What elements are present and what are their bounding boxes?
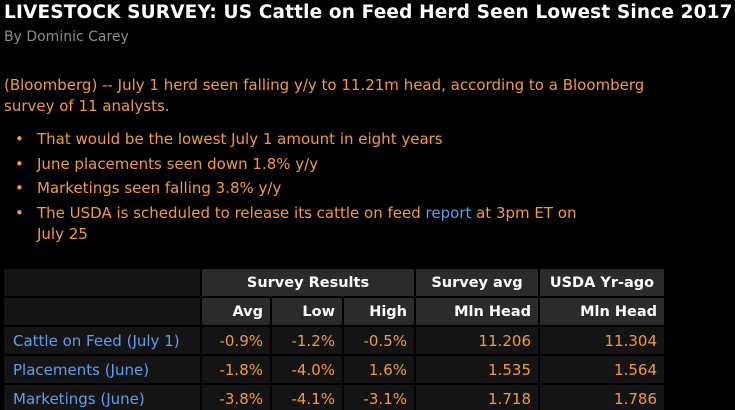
avg-column-header: Avg <box>200 296 272 327</box>
article-byline: By Dominic Carey <box>4 29 129 45</box>
survey-avg-header: Survey avg <box>414 267 540 298</box>
low-cell: -4.0% <box>270 354 344 385</box>
survey-avg-cell: 1.718 <box>414 383 540 410</box>
low-cell: -1.2% <box>270 325 344 356</box>
usda-unit-header: Mln Head <box>538 296 666 327</box>
high-column-header: High <box>342 296 416 327</box>
survey-avg-cell: 1.535 <box>414 354 540 385</box>
article-headline: LIVESTOCK SURVEY: US Cattle on Feed Herd… <box>4 2 733 23</box>
avg-cell: -0.9% <box>200 325 272 356</box>
usda-yr-ago-cell: 1.564 <box>538 354 666 385</box>
row-label-link[interactable]: Marketings (June) <box>2 383 202 410</box>
survey-results-header: Survey Results <box>200 267 416 298</box>
table-row: Cattle on Feed (July 1) -0.9% -1.2% -0.5… <box>2 325 666 356</box>
survey-avg-cell: 11.206 <box>414 325 540 356</box>
bullet-text: June placements seen down 1.8% y/y <box>37 154 319 173</box>
usda-yr-ago-header: USDA Yr-ago <box>538 267 666 298</box>
bullet-text-after-link: at 3pm ET on July 25 <box>37 203 577 243</box>
bullet-text-before-link: The USDA is scheduled to release its cat… <box>37 203 426 222</box>
table-corner-cell <box>2 296 202 327</box>
avg-cell: -1.8% <box>200 354 272 385</box>
bullet-dot-icon: • <box>15 203 24 222</box>
table-row: Placements (June) -1.8% -4.0% 1.6% 1.535… <box>2 354 666 385</box>
bullet-list: • That would be the lowest July 1 amount… <box>0 129 597 248</box>
low-cell: -4.1% <box>270 383 344 410</box>
table-sub-header-row: Avg Low High Mln Head Mln Head <box>2 296 666 327</box>
table-row: Marketings (June) -3.8% -4.1% -3.1% 1.71… <box>2 383 666 410</box>
high-cell: -3.1% <box>342 383 416 410</box>
bullet-dot-icon: • <box>15 179 24 197</box>
table-corner-cell <box>2 267 202 298</box>
survey-table: Survey Results Survey avg USDA Yr-ago Av… <box>2 267 666 410</box>
avg-cell: -3.8% <box>200 383 272 410</box>
report-link[interactable]: report <box>425 203 472 222</box>
bullet-item: • The USDA is scheduled to release its c… <box>0 203 597 245</box>
bullet-item: • That would be the lowest July 1 amount… <box>0 129 597 150</box>
bullet-text: Marketings seen falling 3.8% y/y <box>37 179 282 197</box>
bullet-item: • June placements seen down 1.8% y/y <box>0 154 597 175</box>
bullet-dot-icon: • <box>15 130 24 148</box>
row-label-link[interactable]: Placements (June) <box>2 354 202 385</box>
usda-yr-ago-cell: 1.786 <box>538 383 666 410</box>
bullet-item: • Marketings seen falling 3.8% y/y <box>0 178 597 199</box>
row-label-link[interactable]: Cattle on Feed (July 1) <box>2 325 202 356</box>
table-group-header-row: Survey Results Survey avg USDA Yr-ago <box>2 267 666 298</box>
high-cell: -0.5% <box>342 325 416 356</box>
article-lead-paragraph: (Bloomberg) -- July 1 herd seen falling … <box>4 76 645 115</box>
usda-yr-ago-cell: 11.304 <box>538 325 666 356</box>
bullet-dot-icon: • <box>15 154 24 173</box>
low-column-header: Low <box>270 296 344 327</box>
survey-avg-unit-header: Mln Head <box>414 296 540 327</box>
bullet-text: That would be the lowest July 1 amount i… <box>37 130 443 148</box>
high-cell: 1.6% <box>342 354 416 385</box>
